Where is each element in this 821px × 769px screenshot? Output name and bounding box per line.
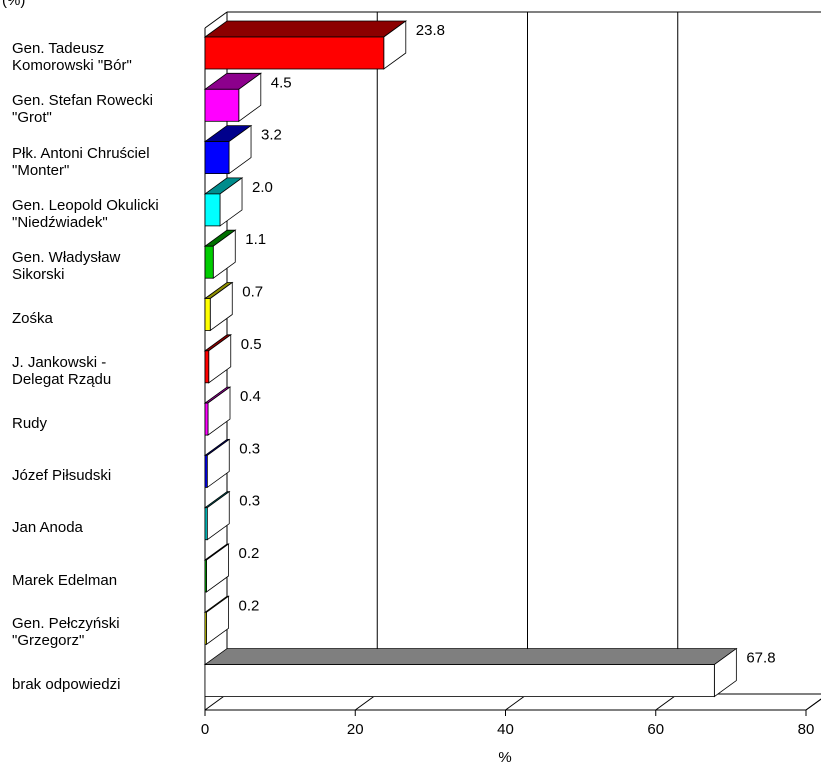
data-label-6: 0.5 bbox=[241, 336, 262, 353]
left-wall-top bbox=[204, 11, 228, 29]
bar-9 bbox=[204, 507, 208, 541]
category-label-12: brak odpowiedzi bbox=[12, 676, 121, 694]
category-label-0: Gen. Tadeusz Komorowski "Bór" bbox=[12, 40, 132, 74]
bar-0 bbox=[204, 36, 385, 70]
bar-2 bbox=[204, 141, 230, 175]
bar-1 bbox=[204, 88, 240, 122]
corner-label: (%) bbox=[2, 0, 26, 9]
bar-11 bbox=[204, 611, 207, 645]
bar-top-0 bbox=[203, 20, 408, 38]
bar-10 bbox=[204, 559, 207, 593]
category-label-5: Zośka bbox=[12, 310, 53, 327]
data-label-7: 0.4 bbox=[240, 388, 261, 405]
bar-5 bbox=[204, 298, 211, 331]
category-label-7: Rudy bbox=[12, 414, 48, 432]
x-tick-label-4: 80 bbox=[798, 721, 815, 738]
category-label-11: Gen. Pełczyński "Grzegorz" bbox=[12, 615, 120, 650]
bar-6 bbox=[204, 350, 210, 384]
data-label-10: 0.2 bbox=[239, 545, 260, 562]
category-label-4: Gen. Władysław Sikorski bbox=[12, 249, 121, 284]
category-label-6: J. Jankowski - Delegat Rządu bbox=[12, 353, 112, 388]
floor-tick-diag-4 bbox=[805, 698, 821, 711]
data-label-2: 3.2 bbox=[261, 127, 282, 144]
x-axis-title: % bbox=[498, 749, 511, 766]
x-tick-label-3: 60 bbox=[647, 721, 664, 738]
category-label-3: Gen. Leopold Okulicki "Niedźwiadek" bbox=[12, 196, 159, 231]
category-label-9: Jan Anoda bbox=[12, 519, 83, 537]
data-label-5: 0.7 bbox=[242, 284, 263, 301]
bar-3 bbox=[204, 193, 221, 227]
category-label-8: Józef Piłsudski bbox=[12, 466, 112, 484]
data-label-3: 2.0 bbox=[252, 179, 273, 196]
x-tick-label-1: 20 bbox=[347, 721, 364, 738]
bar-4 bbox=[204, 245, 214, 279]
data-label-12: 67.8 bbox=[746, 650, 775, 667]
bar-12 bbox=[204, 664, 715, 697]
bar-7 bbox=[204, 402, 209, 436]
bar-8 bbox=[204, 454, 208, 488]
data-label-9: 0.3 bbox=[239, 493, 260, 510]
category-label-1: Gen. Stefan Rowecki "Grot" bbox=[12, 92, 153, 127]
data-label-4: 1.1 bbox=[245, 231, 266, 248]
floor-right-edge bbox=[805, 698, 821, 711]
data-label-11: 0.2 bbox=[239, 597, 260, 614]
x-tick-label-2: 40 bbox=[497, 721, 514, 738]
x-tick-label-0: 0 bbox=[201, 721, 209, 738]
data-label-1: 4.5 bbox=[271, 74, 292, 91]
category-label-2: Płk. Antoni Chruściel "Monter" bbox=[12, 144, 150, 179]
bar-top-12 bbox=[203, 648, 738, 665]
data-label-8: 0.3 bbox=[239, 440, 260, 457]
data-label-0: 23.8 bbox=[416, 22, 445, 39]
category-label-10: Marek Edelman bbox=[12, 571, 118, 589]
